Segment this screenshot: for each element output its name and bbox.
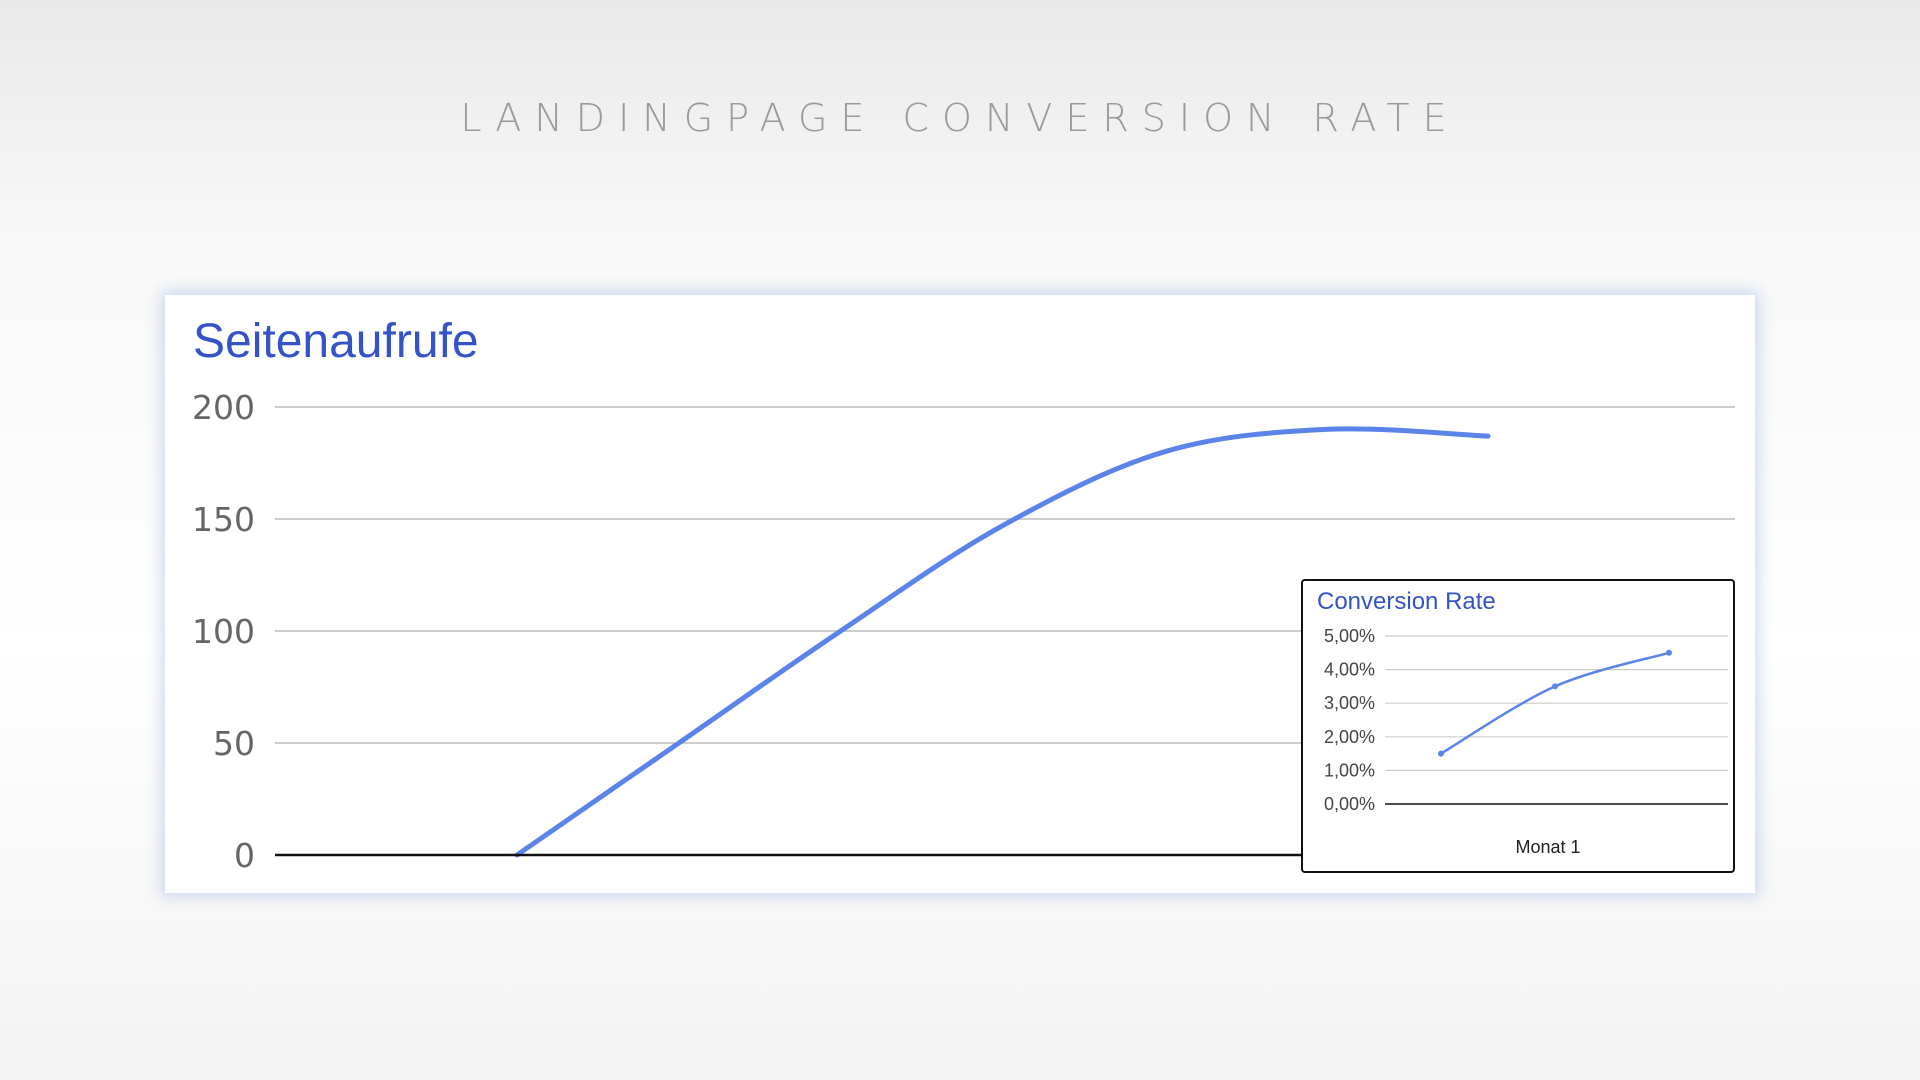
inset-chart-title: Conversion Rate <box>1317 588 1496 615</box>
inset-y-tick-labels: 5,00% 4,00% 3,00% 2,00% 1,00% 0,00% <box>1324 626 1375 814</box>
y-tick-label: 200 <box>192 388 255 427</box>
inset-y-tick-label: 3,00% <box>1324 693 1375 713</box>
inset-y-tick-label: 2,00% <box>1324 727 1375 747</box>
inset-x-axis-label: Monat 1 <box>1515 837 1580 857</box>
inset-data-points <box>1438 649 1672 757</box>
inset-y-tick-label: 4,00% <box>1324 660 1375 680</box>
inset-data-point <box>1438 750 1444 757</box>
y-tick-label: 100 <box>192 612 255 651</box>
conversion-rate-inset: Conversion Rate 5,00% 4,00% 3,00% 2,00% 1,00… <box>1301 579 1735 873</box>
inset-y-gridlines <box>1385 635 1728 771</box>
y-tick-label: 150 <box>192 500 255 539</box>
chart-card: Seitenaufrufe 0 50 100 150 200 Conversion Ra… <box>165 295 1755 893</box>
seitenaufrufe-chart: Seitenaufrufe 0 50 100 150 200 <box>192 315 1735 875</box>
y-tick-labels: 0 50 100 150 200 <box>192 388 255 875</box>
series-line-seitenaufrufe <box>514 426 1491 858</box>
inset-y-tick-label: 1,00% <box>1324 760 1375 780</box>
y-tick-label: 50 <box>213 724 255 763</box>
inset-y-tick-label: 5,00% <box>1324 626 1375 646</box>
inset-data-point <box>1552 683 1558 690</box>
y-tick-label: 0 <box>234 836 255 875</box>
chart-title: Seitenaufrufe <box>193 315 479 368</box>
page-title: LANDINGPAGE CONVERSION RATE <box>460 96 1460 140</box>
inset-y-tick-label: 0,00% <box>1324 794 1375 814</box>
conversion-rate-chart: Conversion Rate 5,00% 4,00% 3,00% 2,00% 1,00… <box>1317 588 1728 857</box>
inset-data-point <box>1666 649 1672 656</box>
